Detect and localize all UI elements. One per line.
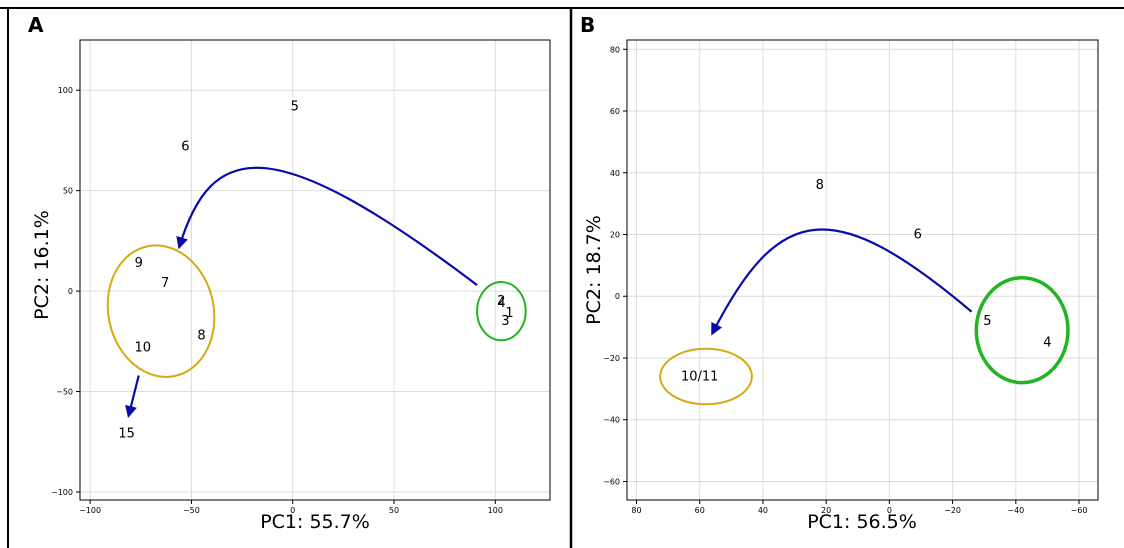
point-label: 7 bbox=[161, 276, 169, 291]
point-label: 4 bbox=[1043, 336, 1051, 351]
cluster-ellipse-yellow bbox=[659, 347, 753, 406]
point-label: 5 bbox=[291, 99, 299, 114]
panel-label-b: B bbox=[580, 13, 595, 37]
y-tick-label: 20 bbox=[610, 230, 620, 239]
y-tick-label: 80 bbox=[610, 45, 620, 54]
x-tick-label: −40 bbox=[1007, 506, 1024, 515]
point-label: 2 bbox=[497, 294, 505, 309]
x-tick-label: 50 bbox=[389, 506, 399, 515]
y-tick-label: 60 bbox=[610, 107, 620, 116]
panel-a: A −100 −50 0 50 100 −100 −50 0 50 100 PC1: 55.7% PC2… bbox=[28, 13, 551, 533]
panel-b: B 80 60 40 20 0 −20 −40 −60 −60 −40 −20 0 20 40 60 80 PC1… bbox=[580, 13, 1099, 533]
panel-label-a: A bbox=[28, 13, 44, 37]
y-tick-label: 40 bbox=[610, 169, 620, 178]
point-label: 10/11 bbox=[681, 370, 718, 385]
y-tick-label: −50 bbox=[56, 388, 73, 397]
x-tick-label: 20 bbox=[821, 506, 831, 515]
x-tick-label: −50 bbox=[183, 506, 200, 515]
y-tick-label: −100 bbox=[51, 488, 73, 497]
x-tick-label: −20 bbox=[944, 506, 961, 515]
x-tick-label: 40 bbox=[758, 506, 768, 515]
point-label: 10 bbox=[135, 340, 152, 355]
point-label: 3 bbox=[501, 314, 509, 329]
y-tick-label: 0 bbox=[615, 292, 620, 301]
x-tick-label: 0 bbox=[290, 506, 295, 515]
point-label: 6 bbox=[181, 139, 189, 154]
point-label: 6 bbox=[914, 227, 922, 242]
plot-frame-b bbox=[626, 39, 1099, 501]
x-tick-label: 80 bbox=[631, 506, 641, 515]
y-tick-label: −40 bbox=[603, 416, 620, 425]
x-tick-label: 60 bbox=[695, 506, 705, 515]
y-tick-label: 0 bbox=[68, 287, 73, 296]
trajectory-arrow bbox=[176, 166, 478, 286]
point-label: 8 bbox=[197, 328, 205, 343]
point-label: 1 bbox=[505, 306, 513, 321]
point-label: 15 bbox=[118, 427, 135, 442]
plot-frame-a bbox=[79, 39, 551, 501]
x-axis-label-a: PC1: 55.7% bbox=[260, 511, 370, 533]
y-tick-label: 50 bbox=[63, 187, 73, 196]
cluster-ellipse-green bbox=[476, 281, 527, 342]
y-tick-label: −60 bbox=[603, 477, 620, 486]
x-tick-label: 100 bbox=[488, 506, 503, 515]
x-tick-label: 0 bbox=[887, 506, 892, 515]
x-tick-label: −100 bbox=[79, 506, 101, 515]
cluster-ellipse-yellow bbox=[106, 244, 216, 378]
point-label: 8 bbox=[816, 178, 824, 193]
x-axis-label-b: PC1: 56.5% bbox=[807, 511, 917, 533]
y-axis-label-a: PC2: 16.1% bbox=[31, 210, 53, 320]
y-axis-label-b: PC2: 18.7% bbox=[583, 215, 605, 325]
trajectory-arrow bbox=[125, 375, 140, 418]
point-label: 5 bbox=[983, 314, 991, 329]
cluster-ellipse-green bbox=[974, 275, 1070, 385]
trajectory-arrow bbox=[711, 228, 973, 336]
x-tick-label: −60 bbox=[1071, 506, 1088, 515]
point-label: 9 bbox=[135, 256, 143, 271]
y-tick-label: −20 bbox=[603, 354, 620, 363]
point-label: 4 bbox=[497, 296, 505, 311]
y-tick-label: 100 bbox=[58, 86, 73, 95]
